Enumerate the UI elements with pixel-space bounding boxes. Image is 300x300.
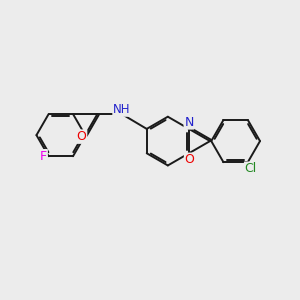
Text: NH: NH	[113, 103, 130, 116]
Text: N: N	[184, 116, 194, 129]
Text: F: F	[40, 150, 47, 163]
Text: Cl: Cl	[245, 162, 257, 175]
Text: O: O	[184, 153, 194, 166]
Text: O: O	[77, 130, 87, 143]
